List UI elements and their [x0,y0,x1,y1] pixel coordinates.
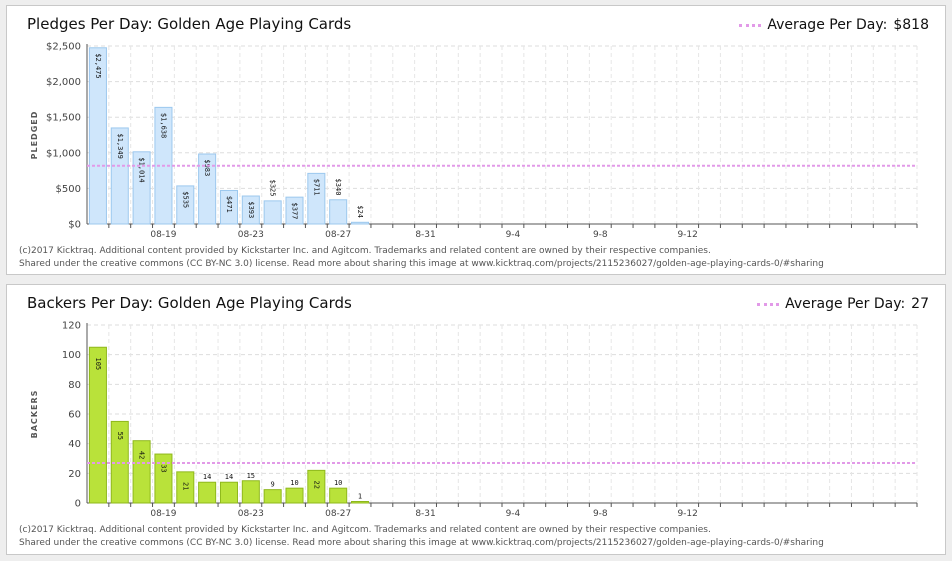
pledges-chart-panel: Pledges Per Day: Golden Age Playing Card… [6,5,946,275]
bar-value-label: $1,638 [159,113,167,138]
bar [219,481,238,504]
average-label: Average Per Day: [785,296,906,312]
bar-value-label: $471 [225,196,233,213]
y-tick-label: $1,500 [46,113,81,124]
bar [307,469,326,504]
bar [176,471,195,504]
bar [132,440,151,504]
y-tick-label: 100 [62,350,81,361]
bar-value-label: $325 [269,180,277,197]
pledges-chart-title: Pledges Per Day: Golden Age Playing Card… [27,15,352,33]
x-tick-label: 9-12 [677,230,697,240]
backers-footer: (c)2017 Kicktraq. Additional content pro… [19,524,824,550]
x-tick-label: 9-4 [506,230,521,240]
x-tick-label: 08-19 [150,230,176,240]
bar [88,47,107,225]
y-axis-title: PLEDGED [30,111,39,160]
y-tick-label: $1,000 [46,148,81,159]
y-tick-label: 120 [62,321,81,332]
copyright-text: (c)2017 Kicktraq. Additional content pro… [19,246,711,256]
x-tick-label: 08-23 [238,230,264,240]
bar [285,196,304,225]
bar-value-label: $983 [203,159,211,176]
bar [241,195,260,225]
bar-value-label: $377 [291,203,299,220]
pledges-chart: $0 $500 $1,000 $1,500 $2,000 $2,500 PLEDGED 08-… [30,42,918,240]
pledges-average-legend: Average Per Day: $818 [739,17,929,33]
pledges-footer: (c)2017 Kicktraq. Additional content pro… [19,245,824,271]
y-tick-label: 60 [68,410,81,421]
backers-chart-panel: Backers Per Day: Golden Age Playing Card… [6,284,946,555]
bar [241,480,260,504]
x-tick-label: 9-8 [593,509,608,519]
bar [132,151,151,225]
bar-value-label: $24 [356,205,364,218]
bar [307,172,326,225]
bar [198,481,217,504]
bar [88,346,107,504]
bar-value-label: 14 [225,473,233,481]
bar-value-label: 33 [159,464,167,472]
bar-value-label: 10 [290,479,298,487]
sharing-text: Shared under the creative commons (CC BY… [19,259,824,269]
bar [351,501,370,504]
bar-value-label: $393 [247,201,255,218]
bar [154,453,173,504]
bar-value-label: 55 [116,432,124,440]
y-tick-label: 40 [68,439,81,450]
y-tick-label: 80 [68,380,81,391]
x-tick-label: 8-31 [415,509,435,519]
x-tick-label: 08-27 [325,230,351,240]
y-tick-label: 20 [68,469,81,480]
bar-value-label: $1,014 [138,157,146,182]
bar-value-label: 42 [138,451,146,459]
y-tick-label: $2,500 [46,42,81,53]
y-tick-label: $500 [56,184,81,195]
bar-value-label: 14 [203,473,211,481]
bar [176,185,195,225]
bar [329,199,348,225]
bar [329,487,348,504]
bar-value-label: 22 [312,481,320,489]
bar-value-label: $711 [312,179,320,196]
bar [198,153,217,225]
y-axis-title: BACKERS [30,390,39,439]
bar-value-label: $340 [334,179,342,196]
x-tick-label: 9-8 [593,230,608,240]
average-value: 27 [911,296,929,312]
backers-average-legend: Average Per Day: 27 [757,296,929,312]
copyright-text: (c)2017 Kicktraq. Additional content pro… [19,525,711,535]
bar [285,487,304,504]
bar-value-label: 15 [247,472,255,480]
bar-value-label: $2,475 [94,53,102,78]
bar [351,221,370,225]
average-label: Average Per Day: [767,17,888,33]
x-tick-label: 9-12 [677,509,697,519]
bar-value-label: 21 [181,482,189,490]
bar-value-label: 105 [94,358,102,371]
average-value: $818 [893,17,929,33]
average-line-swatch [757,302,780,306]
x-tick-label: 08-23 [238,509,264,519]
x-tick-label: 08-19 [150,509,176,519]
y-tick-label: 0 [75,499,81,510]
backers-chart: 0 20 40 60 80 100 120 BACKERS 08-19 08-23 08-27 8-3… [30,321,918,519]
bar [110,127,129,225]
x-tick-label: 8-31 [415,230,435,240]
bar-value-label: $535 [181,191,189,208]
sharing-text: Shared under the creative commons (CC BY… [19,538,824,548]
bar-value-label: 10 [334,479,342,487]
y-tick-label: $0 [68,220,81,231]
bar [263,489,282,504]
y-tick-label: $2,000 [46,77,81,88]
backers-chart-title: Backers Per Day: Golden Age Playing Card… [27,294,352,312]
bar [263,200,282,225]
bar [219,189,238,225]
bar-value-label: 9 [271,481,275,489]
bar-value-label: 1 [358,493,362,501]
bar-value-label: $1,349 [116,134,124,159]
x-tick-label: 9-4 [506,509,521,519]
average-line-swatch [739,23,762,27]
x-tick-label: 08-27 [325,509,351,519]
